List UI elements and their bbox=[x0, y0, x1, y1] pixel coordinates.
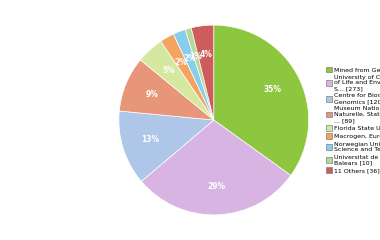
Text: 9%: 9% bbox=[146, 90, 159, 99]
Wedge shape bbox=[140, 41, 214, 120]
Text: 2%: 2% bbox=[174, 58, 187, 67]
Text: 4%: 4% bbox=[200, 49, 212, 59]
Wedge shape bbox=[141, 120, 291, 215]
Text: 29%: 29% bbox=[207, 182, 225, 191]
Wedge shape bbox=[214, 25, 309, 175]
Wedge shape bbox=[119, 60, 214, 120]
Wedge shape bbox=[119, 111, 214, 181]
Text: 5%: 5% bbox=[163, 66, 176, 75]
Legend: Mined from GenBank, NCBI [330], University of Cagliari, Dept.
of Life and Enviro: Mined from GenBank, NCBI [330], Universi… bbox=[324, 65, 380, 175]
Text: 2%: 2% bbox=[183, 54, 196, 63]
Wedge shape bbox=[161, 34, 214, 120]
Text: 1%: 1% bbox=[189, 52, 202, 60]
Text: 35%: 35% bbox=[264, 85, 282, 94]
Wedge shape bbox=[173, 30, 214, 120]
Text: 13%: 13% bbox=[141, 135, 160, 144]
Wedge shape bbox=[185, 28, 214, 120]
Wedge shape bbox=[191, 25, 214, 120]
